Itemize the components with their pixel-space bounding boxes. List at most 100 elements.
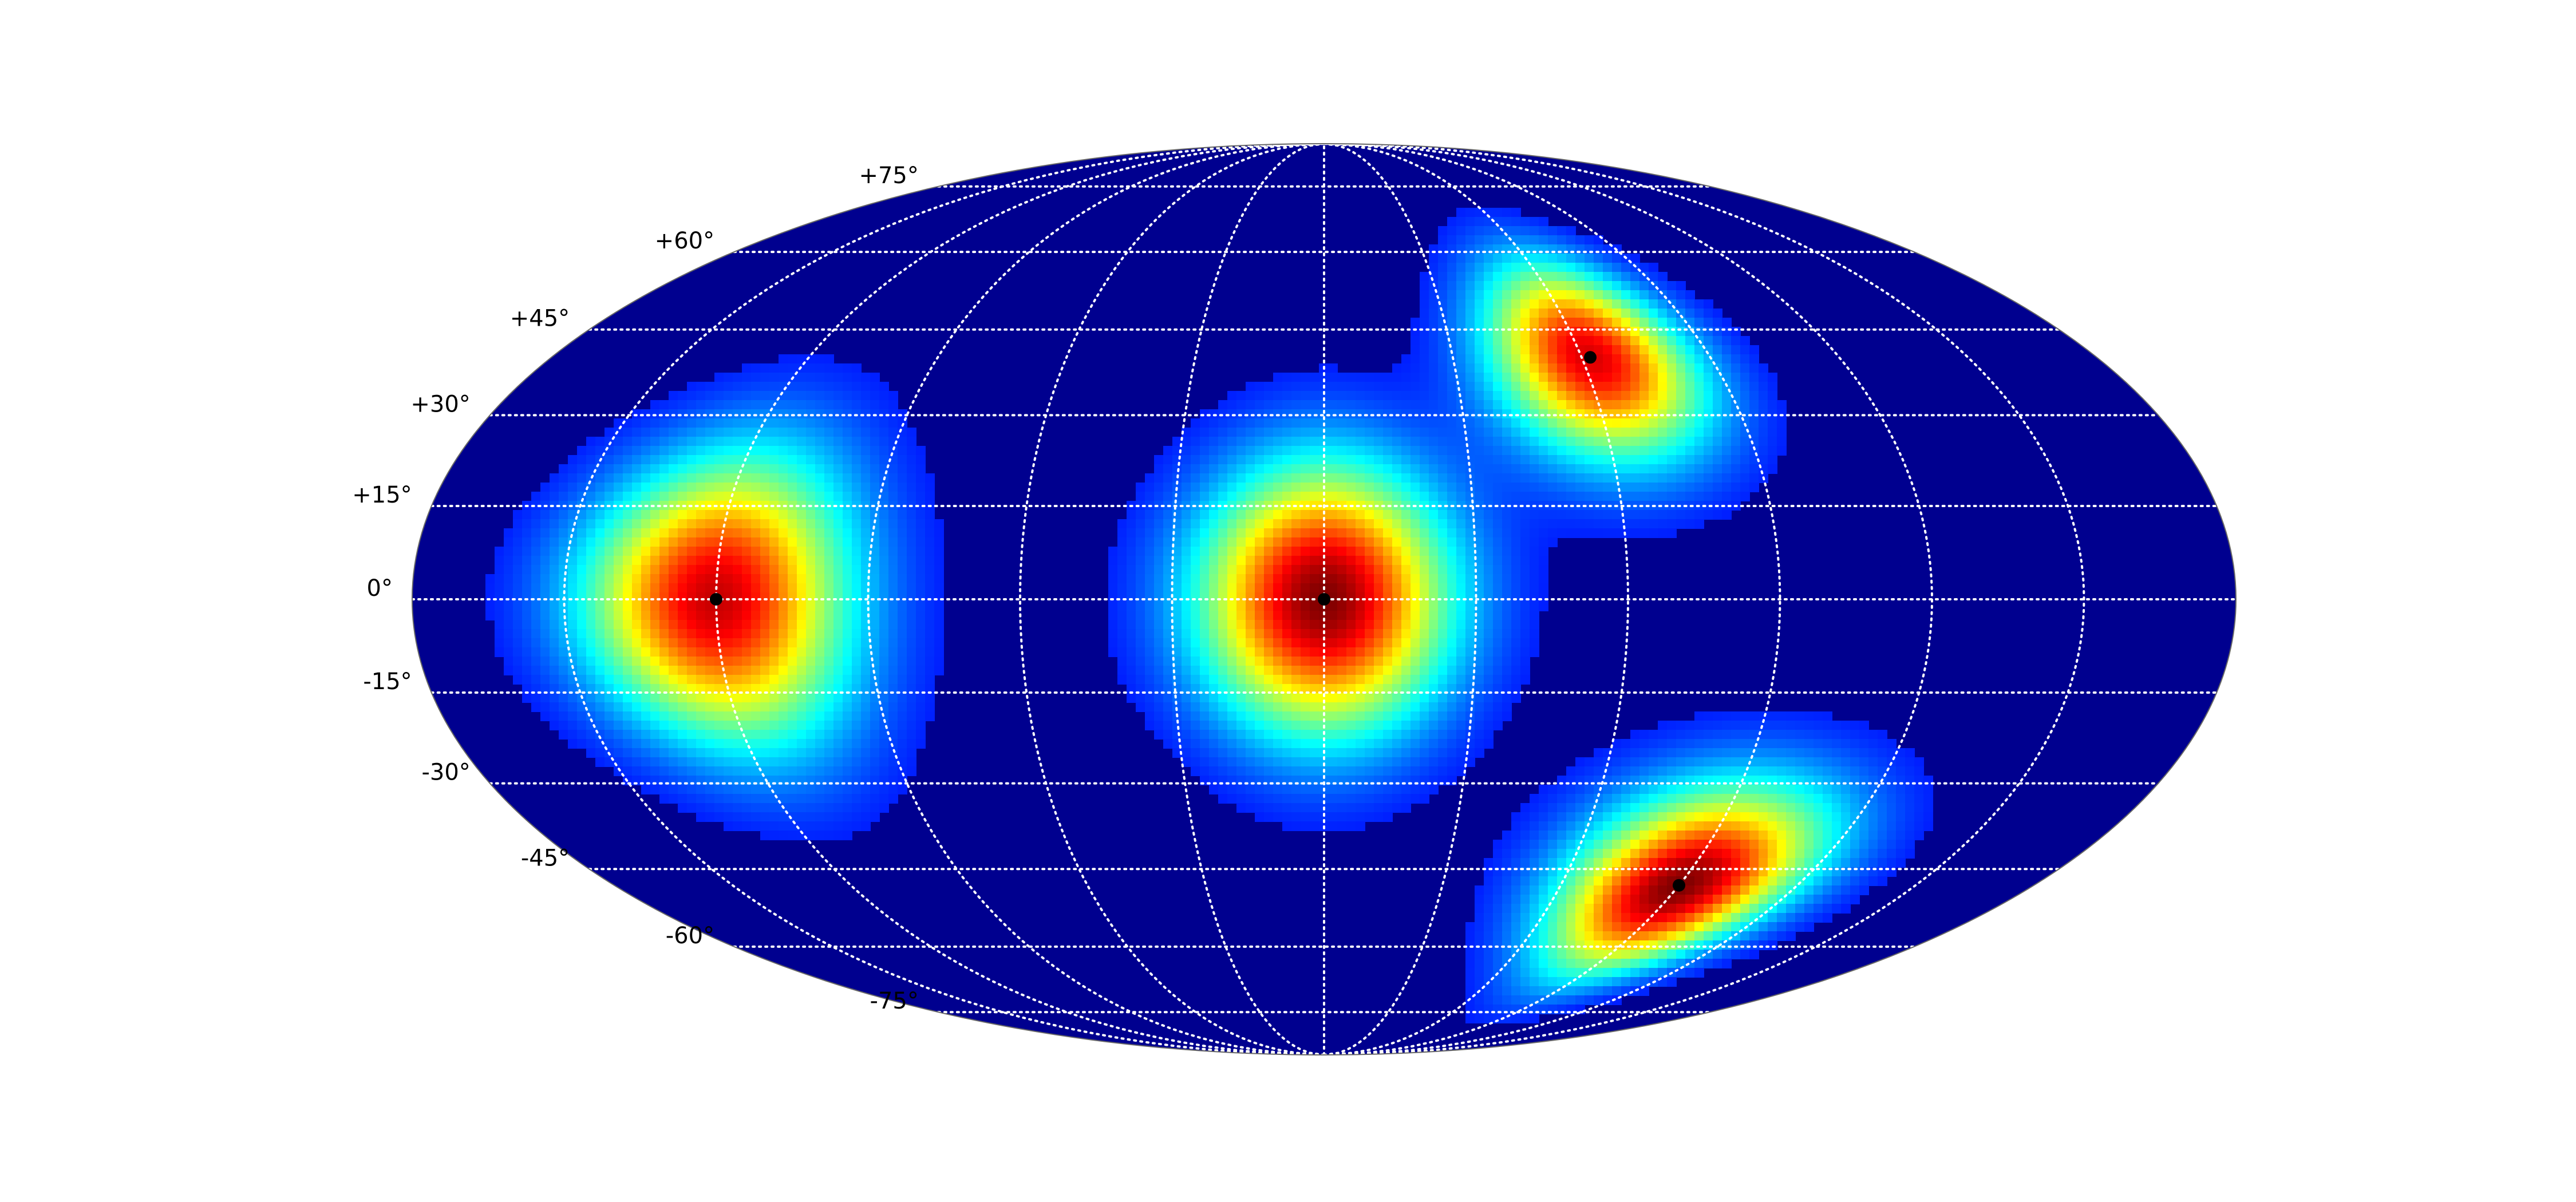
heatmap-cell [1236, 611, 1246, 620]
heatmap-cell [1484, 455, 1494, 465]
heatmap-cell [1429, 711, 1439, 721]
heatmap-cell [1310, 711, 1319, 721]
heatmap-cell [705, 684, 715, 694]
heatmap-cell [1749, 354, 1759, 364]
heatmap-cell [1301, 382, 1310, 392]
heatmap-cell [779, 748, 788, 758]
heatmap-cell [1383, 721, 1393, 730]
heatmap-cell [1658, 501, 1668, 511]
heatmap-cell [742, 620, 752, 630]
heatmap-cell [1209, 748, 1219, 758]
heatmap-cell [879, 766, 889, 776]
heatmap-cell [788, 675, 797, 685]
heatmap-cell [1658, 757, 1668, 767]
heatmap-cell [1236, 455, 1246, 465]
heatmap-cell [1328, 739, 1338, 749]
heatmap-cell [650, 693, 660, 703]
heatmap-cell [1520, 418, 1530, 428]
heatmap-cell [852, 638, 862, 648]
heatmap-cell [751, 382, 761, 392]
heatmap-cell [696, 611, 706, 620]
heatmap-cell [687, 400, 697, 410]
heatmap-cell [1465, 455, 1475, 465]
heatmap-cell [742, 373, 752, 382]
heatmap-cell [1365, 583, 1374, 593]
heatmap-cell [485, 592, 495, 602]
heatmap-cell [1456, 702, 1466, 712]
heatmap-cell [1319, 391, 1329, 401]
heatmap-cell [678, 400, 688, 410]
heatmap-cell [1520, 602, 1530, 611]
heatmap-cell [1539, 235, 1548, 245]
heatmap-cell [916, 583, 926, 593]
heatmap-cell [1511, 483, 1521, 492]
heatmap-cell [1548, 428, 1558, 437]
heatmap-cell [1475, 217, 1484, 227]
heatmap-cell [1530, 244, 1539, 254]
heatmap-cell [669, 464, 678, 474]
heatmap-cell [1191, 510, 1200, 520]
heatmap-cell [1685, 446, 1695, 456]
heatmap-cell [687, 757, 697, 767]
heatmap-cell [1465, 592, 1475, 602]
heatmap-cell [1182, 565, 1191, 575]
heatmap-cell [843, 363, 852, 373]
heatmap-cell [1218, 739, 1228, 749]
heatmap-cell [1603, 336, 1613, 346]
heatmap-cell [1539, 290, 1548, 300]
heatmap-cell [1411, 510, 1420, 520]
heatmap-cell [1182, 483, 1191, 492]
heatmap-cell [1694, 711, 1704, 721]
heatmap-cell [641, 693, 651, 703]
heatmap-cell [1603, 519, 1613, 529]
heatmap-cell [760, 483, 770, 492]
heatmap-cell [1566, 226, 1576, 236]
heatmap-cell [751, 556, 761, 566]
heatmap-cell [916, 611, 926, 620]
heatmap-cell [833, 647, 843, 657]
heatmap-cell [751, 428, 761, 437]
heatmap-cell [733, 785, 742, 794]
heatmap-cell [1520, 428, 1530, 437]
heatmap-cell [1630, 318, 1640, 327]
heatmap-cell [724, 528, 733, 538]
heatmap-cell [678, 721, 688, 730]
heatmap-cell [907, 693, 916, 703]
heatmap-cell [769, 473, 779, 483]
heatmap-cell [888, 574, 898, 584]
heatmap-cell [1346, 574, 1356, 584]
heatmap-cell [1594, 492, 1603, 501]
heatmap-cell [586, 437, 596, 446]
heatmap-cell [669, 473, 678, 483]
heatmap-cell [1328, 519, 1338, 529]
heatmap-cell [1447, 455, 1457, 465]
heatmap-cell [788, 483, 797, 492]
heatmap-cell [614, 721, 623, 730]
heatmap-cell [843, 757, 852, 767]
heatmap-cell [879, 583, 889, 593]
heatmap-cell [577, 528, 587, 538]
heatmap-cell [1456, 766, 1466, 776]
heatmap-cell [614, 528, 623, 538]
heatmap-cell [1630, 464, 1640, 474]
heatmap-cell [824, 528, 834, 538]
heatmap-cell [1236, 510, 1246, 520]
heatmap-cell [1356, 574, 1365, 584]
heatmap-cell [1557, 327, 1567, 337]
heatmap-cell [1438, 254, 1448, 263]
heatmap-cell [1420, 483, 1429, 492]
heatmap-cell [925, 547, 935, 556]
heatmap-cell [1191, 492, 1200, 501]
heatmap-cell [870, 629, 880, 639]
heatmap-cell [696, 409, 706, 419]
heatmap-cell [1401, 473, 1411, 483]
heatmap-cell [485, 574, 495, 584]
heatmap-cell [1411, 638, 1420, 648]
heatmap-cell [1465, 345, 1475, 355]
heatmap-cell [1356, 739, 1365, 749]
heatmap-cell [733, 629, 742, 639]
heatmap-cell [659, 428, 669, 437]
heatmap-cell [595, 473, 605, 483]
heatmap-cell [751, 666, 761, 675]
heatmap-cell [815, 547, 825, 556]
